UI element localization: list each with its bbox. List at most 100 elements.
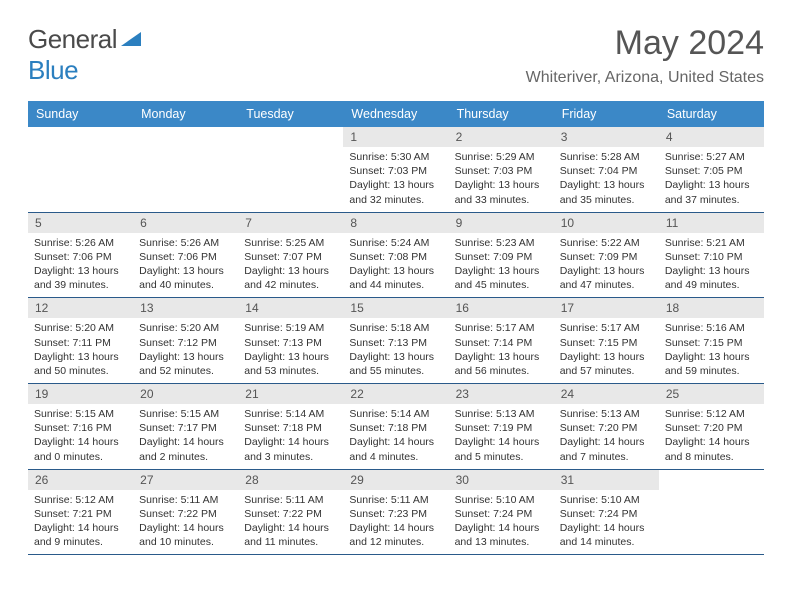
calendar-cell: 14Sunrise: 5:19 AMSunset: 7:13 PMDayligh… [238, 298, 343, 384]
day-details: Sunrise: 5:23 AMSunset: 7:09 PMDaylight:… [449, 233, 554, 298]
day-number: 11 [659, 213, 764, 233]
day-number: 16 [449, 298, 554, 318]
day-details: Sunrise: 5:22 AMSunset: 7:09 PMDaylight:… [554, 233, 659, 298]
calendar-table: SundayMondayTuesdayWednesdayThursdayFrid… [28, 101, 764, 555]
calendar-row: 5Sunrise: 5:26 AMSunset: 7:06 PMDaylight… [28, 212, 764, 298]
day-details: Sunrise: 5:26 AMSunset: 7:06 PMDaylight:… [133, 233, 238, 298]
calendar-cell: 3Sunrise: 5:28 AMSunset: 7:04 PMDaylight… [554, 127, 659, 212]
day-details: Sunrise: 5:20 AMSunset: 7:11 PMDaylight:… [28, 318, 133, 383]
day-number: 2 [449, 127, 554, 147]
calendar-cell: 1Sunrise: 5:30 AMSunset: 7:03 PMDaylight… [343, 127, 448, 212]
day-details: Sunrise: 5:14 AMSunset: 7:18 PMDaylight:… [343, 404, 448, 469]
title-block: May 2024 Whiteriver, Arizona, United Sta… [526, 24, 764, 95]
calendar-cell: 19Sunrise: 5:15 AMSunset: 7:16 PMDayligh… [28, 384, 133, 470]
calendar-cell: 29Sunrise: 5:11 AMSunset: 7:23 PMDayligh… [343, 469, 448, 555]
weekday-header: Thursday [449, 101, 554, 127]
day-number: 24 [554, 384, 659, 404]
calendar-cell [659, 469, 764, 555]
day-details: Sunrise: 5:17 AMSunset: 7:14 PMDaylight:… [449, 318, 554, 383]
calendar-row: 12Sunrise: 5:20 AMSunset: 7:11 PMDayligh… [28, 298, 764, 384]
calendar-cell: 8Sunrise: 5:24 AMSunset: 7:08 PMDaylight… [343, 212, 448, 298]
calendar-cell: 20Sunrise: 5:15 AMSunset: 7:17 PMDayligh… [133, 384, 238, 470]
weekday-header: Monday [133, 101, 238, 127]
day-details: Sunrise: 5:28 AMSunset: 7:04 PMDaylight:… [554, 147, 659, 212]
weekday-header: Wednesday [343, 101, 448, 127]
month-title: May 2024 [526, 24, 764, 63]
logo-text-general: General [28, 24, 117, 54]
day-details: Sunrise: 5:11 AMSunset: 7:22 PMDaylight:… [238, 490, 343, 555]
day-number: 22 [343, 384, 448, 404]
day-number: 21 [238, 384, 343, 404]
calendar-cell: 28Sunrise: 5:11 AMSunset: 7:22 PMDayligh… [238, 469, 343, 555]
logo-text-blue: Blue [28, 55, 78, 85]
header: General Blue May 2024 Whiteriver, Arizon… [28, 24, 764, 95]
calendar-cell: 17Sunrise: 5:17 AMSunset: 7:15 PMDayligh… [554, 298, 659, 384]
calendar-cell: 16Sunrise: 5:17 AMSunset: 7:14 PMDayligh… [449, 298, 554, 384]
calendar-row: 19Sunrise: 5:15 AMSunset: 7:16 PMDayligh… [28, 384, 764, 470]
day-details: Sunrise: 5:10 AMSunset: 7:24 PMDaylight:… [449, 490, 554, 555]
day-number: 3 [554, 127, 659, 147]
day-number: 8 [343, 213, 448, 233]
weekday-header: Sunday [28, 101, 133, 127]
calendar-cell: 27Sunrise: 5:11 AMSunset: 7:22 PMDayligh… [133, 469, 238, 555]
day-number: 30 [449, 470, 554, 490]
weekday-header: Tuesday [238, 101, 343, 127]
day-details: Sunrise: 5:12 AMSunset: 7:20 PMDaylight:… [659, 404, 764, 469]
calendar-cell: 25Sunrise: 5:12 AMSunset: 7:20 PMDayligh… [659, 384, 764, 470]
day-details: Sunrise: 5:17 AMSunset: 7:15 PMDaylight:… [554, 318, 659, 383]
day-details: Sunrise: 5:19 AMSunset: 7:13 PMDaylight:… [238, 318, 343, 383]
day-details: Sunrise: 5:14 AMSunset: 7:18 PMDaylight:… [238, 404, 343, 469]
day-number: 4 [659, 127, 764, 147]
day-number: 27 [133, 470, 238, 490]
day-details: Sunrise: 5:29 AMSunset: 7:03 PMDaylight:… [449, 147, 554, 212]
calendar-head: SundayMondayTuesdayWednesdayThursdayFrid… [28, 101, 764, 127]
calendar-body: 1Sunrise: 5:30 AMSunset: 7:03 PMDaylight… [28, 127, 764, 555]
calendar-cell: 23Sunrise: 5:13 AMSunset: 7:19 PMDayligh… [449, 384, 554, 470]
calendar-cell: 30Sunrise: 5:10 AMSunset: 7:24 PMDayligh… [449, 469, 554, 555]
calendar-cell: 2Sunrise: 5:29 AMSunset: 7:03 PMDaylight… [449, 127, 554, 212]
calendar-cell: 31Sunrise: 5:10 AMSunset: 7:24 PMDayligh… [554, 469, 659, 555]
day-details: Sunrise: 5:12 AMSunset: 7:21 PMDaylight:… [28, 490, 133, 555]
day-number: 15 [343, 298, 448, 318]
calendar-cell [28, 127, 133, 212]
calendar-cell: 10Sunrise: 5:22 AMSunset: 7:09 PMDayligh… [554, 212, 659, 298]
calendar-cell: 13Sunrise: 5:20 AMSunset: 7:12 PMDayligh… [133, 298, 238, 384]
day-details: Sunrise: 5:18 AMSunset: 7:13 PMDaylight:… [343, 318, 448, 383]
calendar-cell: 26Sunrise: 5:12 AMSunset: 7:21 PMDayligh… [28, 469, 133, 555]
day-number: 1 [343, 127, 448, 147]
day-number: 20 [133, 384, 238, 404]
calendar-cell: 24Sunrise: 5:13 AMSunset: 7:20 PMDayligh… [554, 384, 659, 470]
day-details: Sunrise: 5:20 AMSunset: 7:12 PMDaylight:… [133, 318, 238, 383]
day-details: Sunrise: 5:15 AMSunset: 7:17 PMDaylight:… [133, 404, 238, 469]
day-number: 29 [343, 470, 448, 490]
day-number: 14 [238, 298, 343, 318]
day-number: 10 [554, 213, 659, 233]
calendar-cell: 4Sunrise: 5:27 AMSunset: 7:05 PMDaylight… [659, 127, 764, 212]
day-number: 28 [238, 470, 343, 490]
day-number: 7 [238, 213, 343, 233]
calendar-cell: 22Sunrise: 5:14 AMSunset: 7:18 PMDayligh… [343, 384, 448, 470]
logo: General Blue [28, 24, 147, 86]
day-details: Sunrise: 5:26 AMSunset: 7:06 PMDaylight:… [28, 233, 133, 298]
day-number: 12 [28, 298, 133, 318]
calendar-row: 1Sunrise: 5:30 AMSunset: 7:03 PMDaylight… [28, 127, 764, 212]
day-details: Sunrise: 5:15 AMSunset: 7:16 PMDaylight:… [28, 404, 133, 469]
day-details: Sunrise: 5:30 AMSunset: 7:03 PMDaylight:… [343, 147, 448, 212]
day-details: Sunrise: 5:16 AMSunset: 7:15 PMDaylight:… [659, 318, 764, 383]
day-number: 18 [659, 298, 764, 318]
calendar-cell: 12Sunrise: 5:20 AMSunset: 7:11 PMDayligh… [28, 298, 133, 384]
calendar-cell: 15Sunrise: 5:18 AMSunset: 7:13 PMDayligh… [343, 298, 448, 384]
day-number: 25 [659, 384, 764, 404]
location: Whiteriver, Arizona, United States [526, 69, 764, 87]
calendar-cell: 21Sunrise: 5:14 AMSunset: 7:18 PMDayligh… [238, 384, 343, 470]
calendar-row: 26Sunrise: 5:12 AMSunset: 7:21 PMDayligh… [28, 469, 764, 555]
day-details: Sunrise: 5:11 AMSunset: 7:22 PMDaylight:… [133, 490, 238, 555]
calendar-cell: 6Sunrise: 5:26 AMSunset: 7:06 PMDaylight… [133, 212, 238, 298]
day-number: 23 [449, 384, 554, 404]
logo-triangle-icon [121, 24, 147, 54]
day-number: 13 [133, 298, 238, 318]
day-number: 5 [28, 213, 133, 233]
day-details: Sunrise: 5:27 AMSunset: 7:05 PMDaylight:… [659, 147, 764, 212]
day-details: Sunrise: 5:13 AMSunset: 7:19 PMDaylight:… [449, 404, 554, 469]
calendar-cell: 7Sunrise: 5:25 AMSunset: 7:07 PMDaylight… [238, 212, 343, 298]
